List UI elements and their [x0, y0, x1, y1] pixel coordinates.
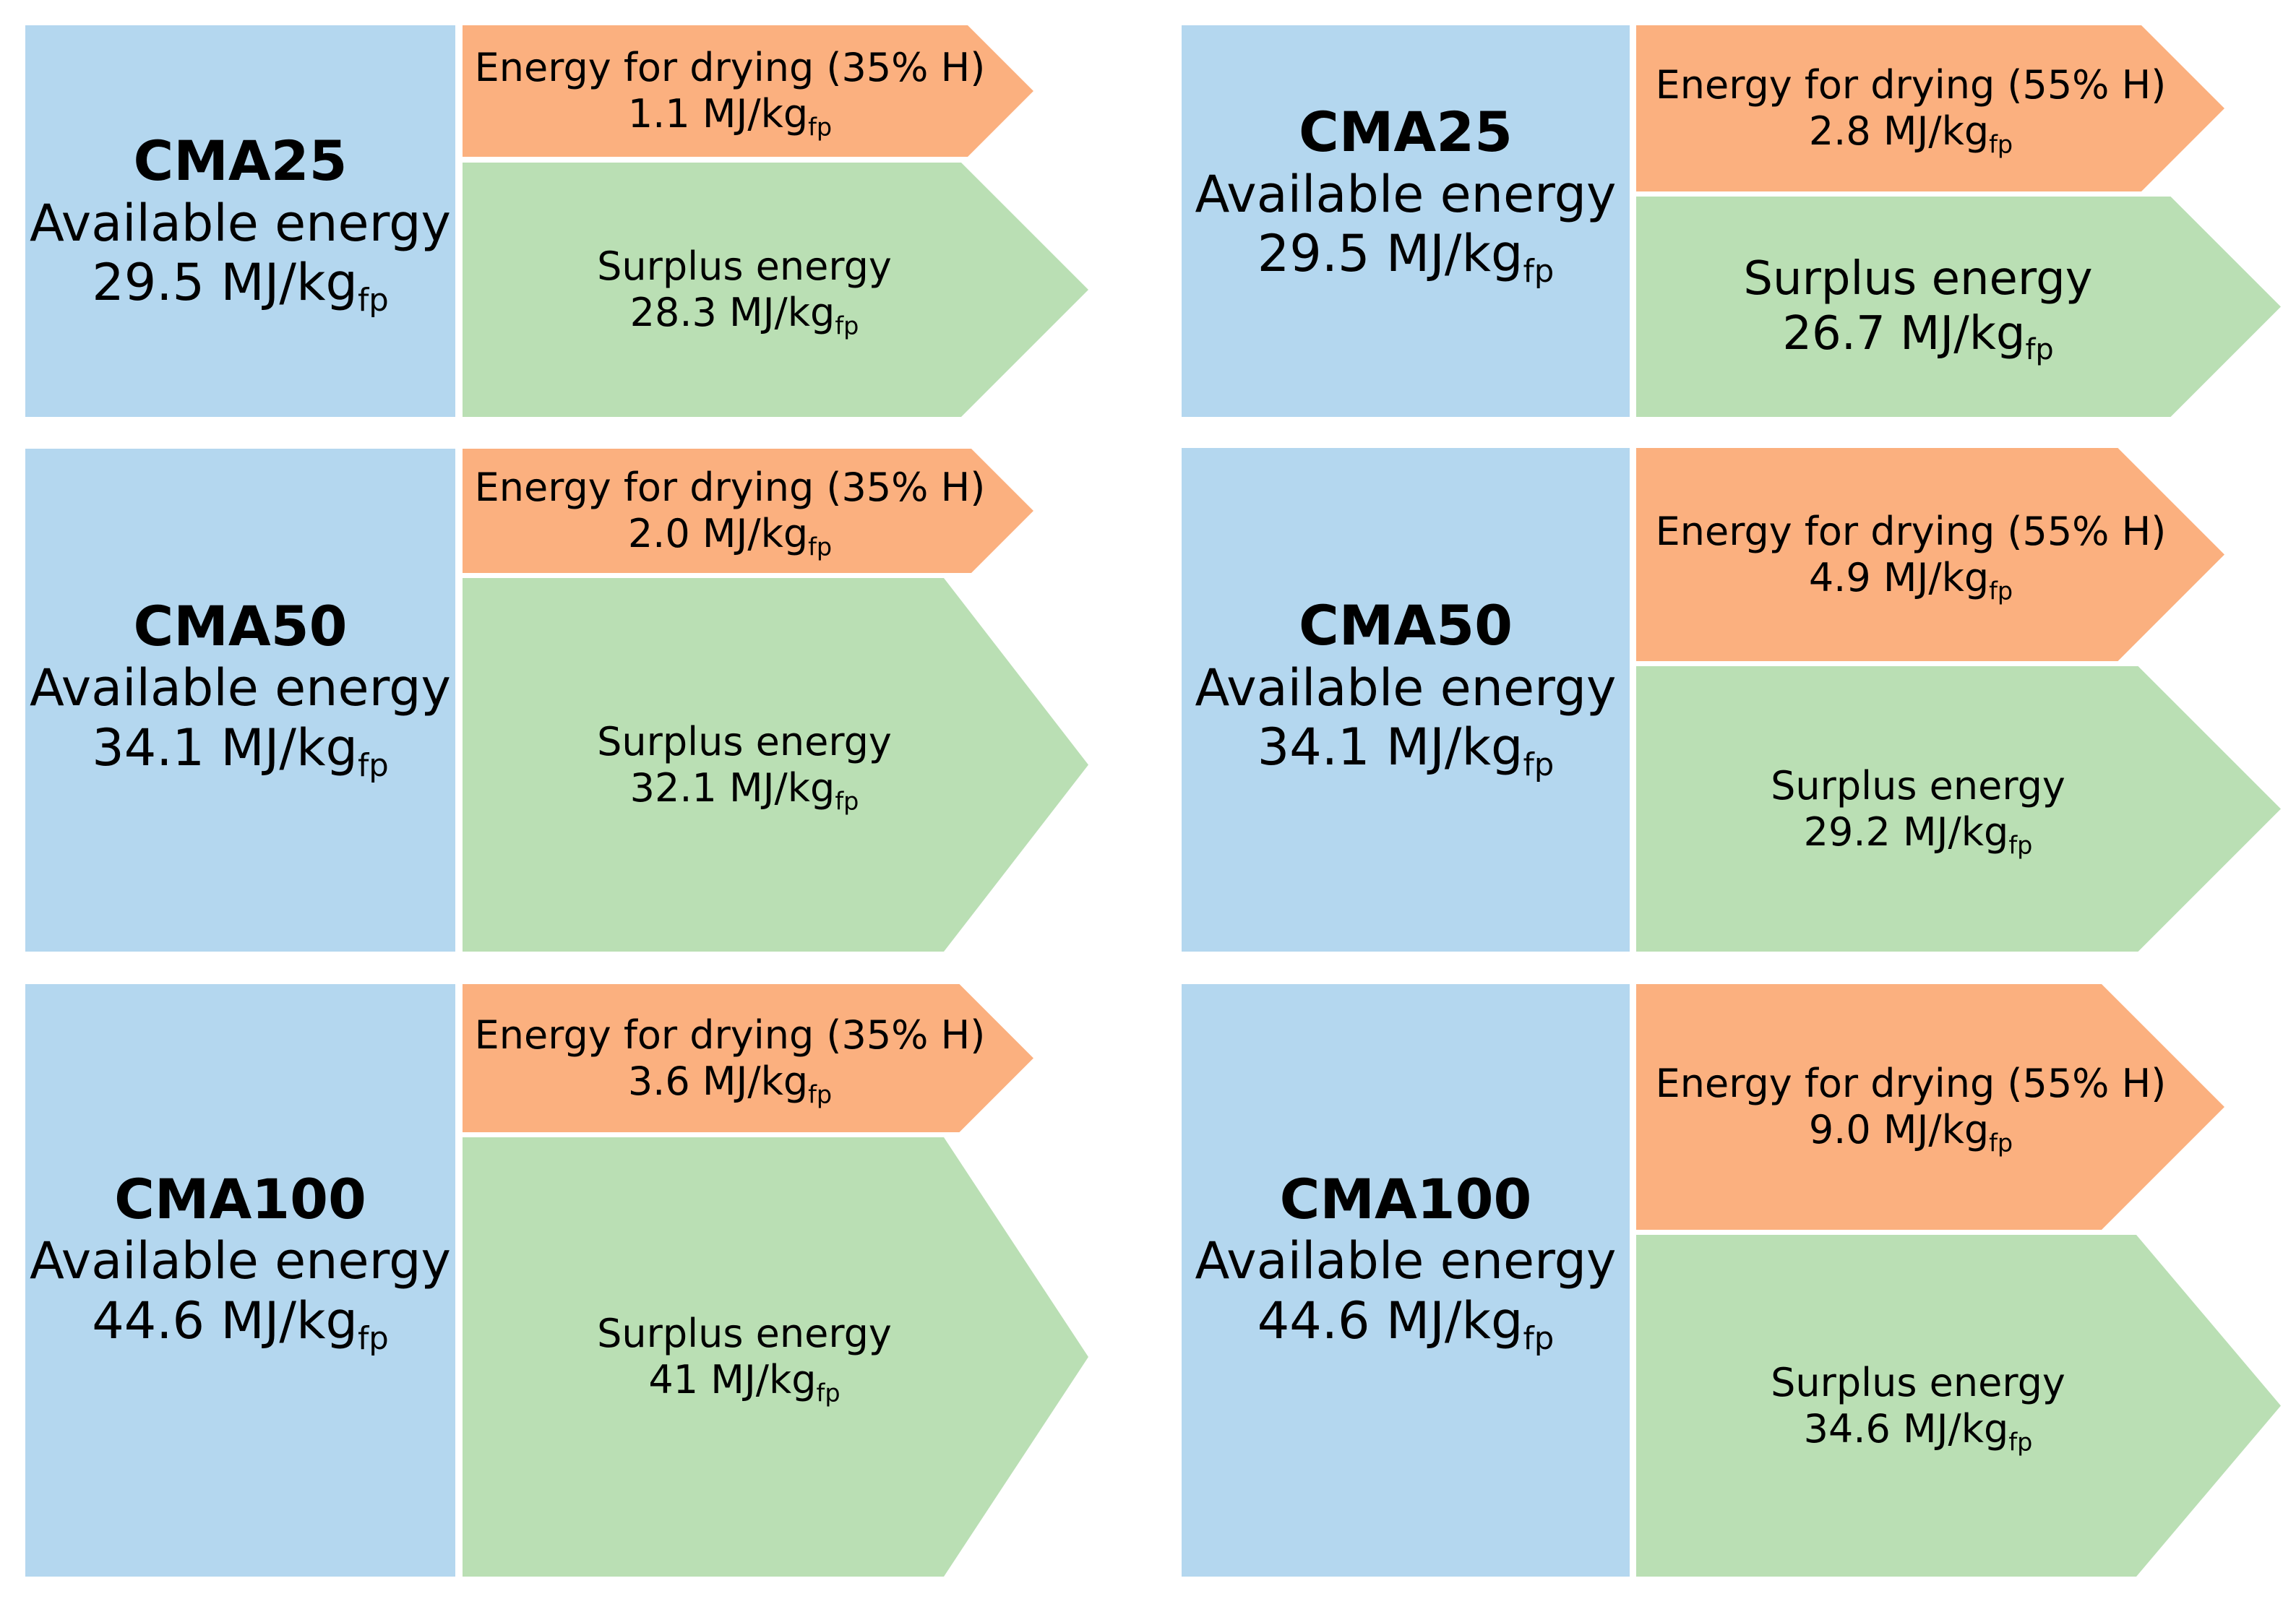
panel-cma50-55-available-text: CMA50 Available energy 34.1 MJ/kgfp [1182, 448, 1630, 952]
panel-cma100-55-drying-text: Energy for drying (55% H) 9.0 MJ/kgfp [1636, 984, 2185, 1230]
drying-energy-arrow-cma25-35 [463, 25, 1033, 157]
panel-cma25-55-drying-text: Energy for drying (55% H) 2.8 MJ/kgfp [1636, 25, 2185, 191]
available-energy-box-cma100-55 [1182, 984, 1630, 1577]
surplus-energy-arrow-cma100-55 [1636, 1235, 2281, 1577]
available-value: 29.5 MJ/kgfp [92, 253, 389, 319]
panel-cma100-35-surplus-text: Surplus energy 41 MJ/kgfp [463, 1137, 1026, 1577]
available-label: Available energy [29, 658, 451, 718]
surplus-label: Surplus energy [1771, 762, 2065, 809]
panel-name: CMA100 [114, 1166, 366, 1231]
drying-label: Energy for drying (35% H) [474, 1012, 986, 1058]
available-value: 29.5 MJ/kgfp [1257, 224, 1555, 290]
surplus-value: 28.3 MJ/kgfp [629, 290, 859, 340]
drying-energy-arrow-cma100-35 [463, 984, 1033, 1132]
surplus-energy-arrow-cma50-55 [1636, 666, 2281, 952]
drying-value: 2.8 MJ/kgfp [1808, 108, 2013, 159]
surplus-value: 32.1 MJ/kgfp [629, 764, 859, 816]
drying-label: Energy for drying (35% H) [474, 465, 986, 511]
available-label: Available energy [29, 1231, 451, 1291]
available-energy-box-cma25-55 [1182, 25, 1630, 417]
available-energy-box-cma100-35 [25, 984, 455, 1577]
drying-value: 1.1 MJ/kgfp [627, 91, 833, 142]
surplus-label: Surplus energy [597, 243, 892, 290]
drying-energy-arrow-cma50-35 [463, 449, 1033, 573]
available-value: 44.6 MJ/kgfp [92, 1290, 389, 1358]
drying-label: Energy for drying (55% H) [1655, 1061, 2167, 1107]
panel-cma50-55-drying-text: Energy for drying (55% H) 4.9 MJ/kgfp [1636, 448, 2185, 661]
panel-cma50-35-drying-text: Energy for drying (35% H) 2.0 MJ/kgfp [463, 449, 997, 573]
panel-cma25-55-available-text: CMA25 Available energy 29.5 MJ/kgfp [1182, 25, 1630, 416]
panel-name: CMA100 [1279, 1166, 1532, 1231]
drying-energy-arrow-cma25-55 [1636, 25, 2224, 191]
available-energy-box-cma25-35 [25, 25, 455, 417]
surplus-value: 41 MJ/kgfp [648, 1357, 840, 1408]
surplus-energy-arrow-cma25-55 [1636, 197, 2281, 417]
panel-name: CMA25 [133, 129, 348, 194]
available-value: 34.1 MJ/kgfp [92, 717, 389, 785]
surplus-label: Surplus energy [597, 718, 892, 764]
drying-label: Energy for drying (55% H) [1655, 508, 2167, 554]
panel-cma50-55-surplus-text: Surplus energy 29.2 MJ/kgfp [1636, 666, 2200, 952]
drying-value: 3.6 MJ/kgfp [627, 1058, 833, 1109]
drying-value: 4.9 MJ/kgfp [1808, 554, 2013, 605]
surplus-label: Surplus energy [1743, 251, 2093, 306]
panel-cma25-55-surplus-text: Surplus energy 26.7 MJ/kgfp [1636, 197, 2200, 417]
drying-value: 9.0 MJ/kgfp [1808, 1107, 2013, 1158]
available-energy-box-cma50-55 [1182, 448, 1630, 952]
surplus-value: 29.2 MJ/kgfp [1803, 809, 2033, 860]
available-value: 44.6 MJ/kgfp [1257, 1290, 1555, 1358]
surplus-energy-arrow-cma25-35 [463, 163, 1088, 417]
panel-cma50-35-available-text: CMA50 Available energy 34.1 MJ/kgfp [25, 449, 455, 952]
panel-cma100-35-drying-text: Energy for drying (35% H) 3.6 MJ/kgfp [463, 984, 997, 1132]
panel-cma25-35-drying-text: Energy for drying (35% H) 1.1 MJ/kgfp [463, 25, 997, 157]
drying-label: Energy for drying (55% H) [1655, 62, 2167, 108]
available-energy-box-cma50-35 [25, 449, 455, 952]
panel-cma25-35-surplus-text: Surplus energy 28.3 MJ/kgfp [463, 163, 1026, 417]
panel-name: CMA25 [1299, 100, 1513, 165]
panel-name: CMA50 [1299, 593, 1513, 658]
available-label: Available energy [1195, 164, 1617, 224]
panel-cma100-55-available-text: CMA100 Available energy 44.6 MJ/kgfp [1182, 984, 1630, 1577]
available-label: Available energy [1195, 658, 1617, 717]
panel-cma100-35-available-text: CMA100 Available energy 44.6 MJ/kgfp [25, 984, 455, 1577]
panel-cma100-55-surplus-text: Surplus energy 34.6 MJ/kgfp [1636, 1235, 2200, 1577]
panel-name: CMA50 [133, 593, 348, 658]
surplus-label: Surplus energy [1771, 1359, 2065, 1405]
panel-cma25-35-available-text: CMA25 Available energy 29.5 MJ/kgfp [25, 25, 455, 416]
surplus-energy-arrow-cma50-35 [463, 578, 1088, 952]
drying-label: Energy for drying (35% H) [474, 45, 986, 91]
surplus-value: 34.6 MJ/kgfp [1803, 1405, 2033, 1457]
surplus-energy-arrow-cma100-35 [463, 1137, 1088, 1577]
drying-energy-arrow-cma100-55 [1636, 984, 2224, 1230]
available-label: Available energy [29, 193, 451, 253]
surplus-label: Surplus energy [597, 1311, 892, 1357]
available-label: Available energy [1195, 1231, 1617, 1291]
panel-cma50-35-surplus-text: Surplus energy 32.1 MJ/kgfp [463, 578, 1026, 952]
surplus-value: 26.7 MJ/kgfp [1782, 306, 2054, 366]
drying-energy-arrow-cma50-55 [1636, 448, 2224, 661]
drying-value: 2.0 MJ/kgfp [627, 511, 833, 561]
available-value: 34.1 MJ/kgfp [1257, 717, 1555, 784]
